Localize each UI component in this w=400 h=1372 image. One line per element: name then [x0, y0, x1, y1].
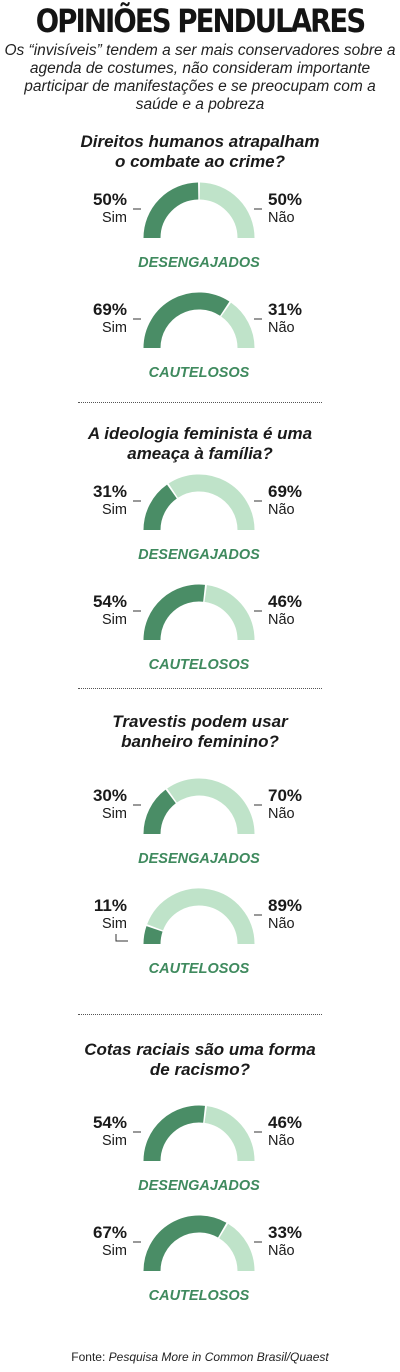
nao-label: Não [268, 502, 295, 518]
gauge-nao-segment [147, 888, 255, 945]
sim-label: Sim [102, 320, 127, 336]
gauge-sim-segment [143, 1105, 205, 1162]
gauge-nao-segment [199, 182, 255, 239]
sim-label: Sim [102, 1243, 127, 1259]
nao-percent: 33% [268, 1223, 302, 1242]
gauge-sim-segment [143, 584, 205, 641]
gauge-nao-segment [220, 302, 255, 349]
nao-percent: 46% [268, 1113, 302, 1132]
sim-percent: 11% [94, 896, 127, 915]
gauge-panel: 30%Sim 70%Não DESENGAJADOS [93, 778, 302, 867]
question-4: Cotas raciais são uma forma de racismo? [40, 1040, 360, 1079]
nao-percent: 46% [268, 592, 302, 611]
source-text: Pesquisa More in Common Brasil/Quaest [108, 1350, 329, 1364]
sim-percent: 30% [93, 786, 127, 805]
nao-label: Não [268, 1243, 295, 1259]
question-1-line-2: o combate ao crime? [114, 151, 286, 171]
sim-label: Sim [102, 502, 127, 518]
gauge-sim-segment [143, 292, 230, 349]
source-note: Fonte: Pesquisa More in Common Brasil/Qu… [0, 1350, 400, 1364]
nao-percent: 70% [268, 786, 302, 805]
question-1-line-1: Direitos humanos atrapalham [80, 132, 320, 151]
gauge-sim-segment [143, 926, 163, 945]
gauge-panel: 54%Sim 46%Não DESENGAJADOS [93, 1105, 302, 1194]
source-prefix: Fonte: [71, 1350, 106, 1364]
question-4-line-2: de racismo? [149, 1059, 251, 1079]
group-label: DESENGAJADOS [138, 547, 260, 563]
nao-percent: 89% [268, 896, 302, 915]
gauge-panel: 69%Sim 31%Não CAUTELOSOS [93, 292, 302, 381]
sim-label: Sim [102, 806, 127, 822]
group-label: DESENGAJADOS [138, 851, 260, 867]
group-label: CAUTELOSOS [149, 657, 250, 673]
question-4-line-1: Cotas raciais são uma forma [84, 1040, 316, 1059]
subtitle: Os “invisíveis” tendem a ser mais conser… [4, 42, 396, 113]
gauge-panel: 31%Sim 69%Não DESENGAJADOS [93, 474, 302, 563]
divider [78, 688, 322, 689]
question-2: A ideologia feminista é uma ameaça à fam… [40, 424, 360, 463]
question-2-line-2: ameaça à família? [127, 443, 273, 463]
nao-label: Não [268, 210, 295, 226]
question-2-line-1: A ideologia feminista é uma [87, 424, 313, 443]
gauge-nao-segment [204, 585, 255, 641]
nao-percent: 50% [268, 190, 302, 209]
question-3-line-2: banheiro feminino? [121, 731, 279, 751]
sim-label: Sim [102, 1133, 127, 1149]
gauge-sim-segment [143, 1215, 227, 1272]
nao-percent: 69% [268, 482, 302, 501]
sim-label: Sim [102, 612, 127, 628]
group-label: CAUTELOSOS [149, 961, 250, 977]
sim-label: Sim [102, 210, 127, 226]
sim-percent: 31% [93, 482, 127, 501]
gauge-panel: 11%Sim 89%Não CAUTELOSOS [94, 888, 302, 977]
gauge-sim-segment [143, 789, 177, 835]
group-label: DESENGAJADOS [138, 255, 260, 271]
gauge-nao-segment [218, 1223, 255, 1272]
sim-percent: 54% [93, 1113, 127, 1132]
gauge-panel: 54%Sim 46%Não CAUTELOSOS [93, 584, 302, 673]
divider [78, 402, 322, 403]
gauge-sim-segment [143, 182, 199, 239]
gauge-panel: 67%Sim 33%Não CAUTELOSOS [93, 1215, 302, 1304]
nao-label: Não [268, 612, 295, 628]
nao-label: Não [268, 1133, 295, 1149]
gauge-nao-segment [167, 778, 255, 835]
nao-label: Não [268, 916, 295, 932]
question-1: Direitos humanos atrapalham o combate ao… [40, 132, 360, 171]
nao-percent: 31% [268, 300, 302, 319]
question-3: Travestis podem usar banheiro feminino? [40, 712, 360, 751]
page-title: OPINIÕES PENDULARES [35, 2, 366, 40]
gauge-nao-segment [204, 1106, 255, 1162]
divider [78, 1014, 322, 1015]
group-label: CAUTELOSOS [149, 1288, 250, 1304]
group-label: CAUTELOSOS [149, 365, 250, 381]
sim-label: Sim [102, 916, 127, 932]
nao-label: Não [268, 806, 295, 822]
sim-percent: 54% [93, 592, 127, 611]
gauge-nao-segment [168, 474, 255, 531]
sim-leader-line [115, 934, 128, 942]
sim-percent: 67% [93, 1223, 127, 1242]
sim-percent: 50% [93, 190, 127, 209]
gauge-sim-segment [143, 484, 178, 531]
question-3-line-1: Travestis podem usar [112, 712, 288, 731]
sim-percent: 69% [93, 300, 127, 319]
group-label: DESENGAJADOS [138, 1178, 260, 1194]
nao-label: Não [268, 320, 295, 336]
